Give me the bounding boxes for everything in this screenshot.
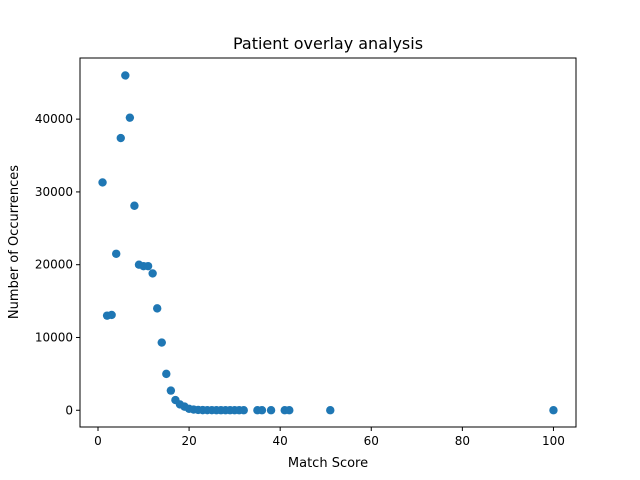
data-point [116, 133, 125, 143]
y-tick-label: 40000 [35, 112, 73, 126]
y-axis-label: Number of Occurrences [7, 165, 22, 319]
x-tick-label: 0 [94, 434, 102, 448]
x-tick-label: 100 [542, 434, 565, 448]
data-point [157, 338, 166, 347]
data-point [257, 406, 267, 415]
axes-frame [79, 57, 577, 428]
y-tick-label: 10000 [35, 330, 73, 344]
data-point [130, 201, 139, 210]
y-tick-label: 30000 [35, 185, 73, 199]
data-point [148, 269, 157, 278]
x-tick-label: 20 [181, 434, 196, 448]
data-point [285, 406, 294, 415]
data-point [143, 261, 153, 271]
x-axis-label: Match Score [288, 456, 368, 471]
y-tick-label: 20000 [35, 258, 73, 272]
data-point [112, 249, 121, 258]
data-point [326, 406, 335, 415]
chart-title: Patient overlay analysis [233, 34, 423, 53]
data-point [125, 113, 135, 122]
data-point [153, 304, 162, 313]
data-point [266, 406, 276, 415]
x-tick-label: 80 [455, 434, 470, 448]
x-tick-label: 40 [273, 434, 288, 448]
data-point [166, 386, 176, 395]
data-point [98, 178, 107, 187]
x-tick-label: 60 [364, 434, 379, 448]
y-axis: 0 10000 20000 30000 40000 [35, 112, 80, 417]
data-point [162, 369, 171, 379]
plot-area [98, 71, 558, 415]
data-point [107, 310, 116, 320]
x-axis: 0 20 40 60 80 100 [94, 427, 565, 448]
y-tick-label: 0 [65, 403, 73, 417]
data-point [549, 406, 558, 415]
data-point [239, 406, 248, 415]
data-point [121, 71, 130, 80]
